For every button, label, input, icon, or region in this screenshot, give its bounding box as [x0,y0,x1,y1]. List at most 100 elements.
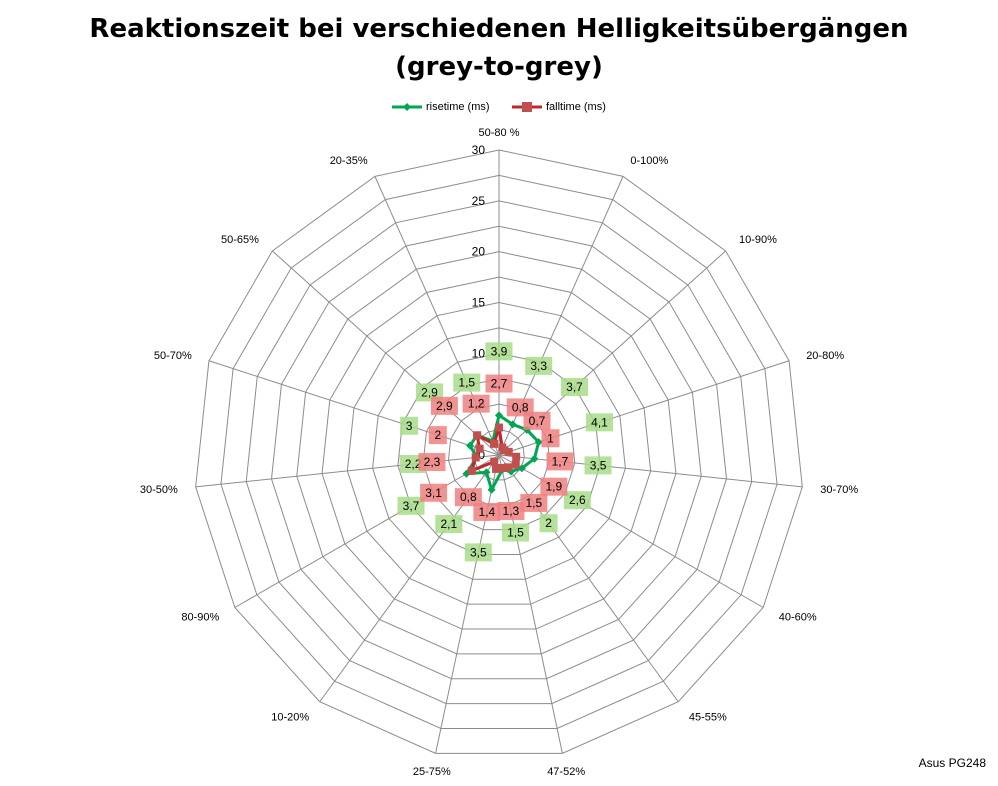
data-label-bg-risetime [501,523,529,542]
data-point-falltime [511,460,520,469]
data-point-falltime [504,447,513,456]
tick-label: 20 [472,245,486,259]
chart-title-line1: Reaktionszeit bei verschiedenen Helligke… [89,14,909,44]
grid-ring [321,276,677,630]
data-point-falltime [475,444,484,453]
tick-label: 15 [472,296,486,310]
data-label-falltime: 2,7 [491,377,508,391]
tick-label: 30 [472,143,486,157]
category-label: 50-65% [221,234,259,246]
data-label-bg-falltime [454,488,482,507]
category-label: 50-80 % [479,127,520,139]
category-label: 20-80% [806,350,844,362]
legend-label-falltime: falltime (ms) [546,101,606,113]
data-label-bg-falltime [540,477,568,496]
tick-label: 25 [472,194,486,208]
grid-spoke [272,250,500,456]
data-point-falltime [490,439,499,448]
legend-item-falltime: falltime (ms) [512,100,606,114]
legend-swatch-falltime [512,102,542,112]
data-label-falltime: 0,8 [512,400,529,414]
data-point-falltime [503,463,512,472]
data-point-falltime [473,431,482,440]
tick-label: 10 [472,346,486,360]
data-label-bg-falltime [428,426,447,445]
legend: risetime (ms) falltime (ms) [0,100,998,118]
data-label-bg-falltime [485,374,513,393]
data-label-risetime: 3,7 [403,499,420,513]
data-label-bg-risetime [525,356,553,375]
data-point-falltime [490,457,499,466]
data-label-bg-risetime [539,514,558,533]
grid-ring [296,251,702,655]
legend-swatch-risetime [392,103,422,111]
data-label-falltime: 2 [434,428,441,442]
grid-ring [397,352,601,555]
grid-spoke [195,454,500,488]
data-label-risetime: 4,1 [591,415,608,429]
grid-ring [422,378,576,531]
data-point-falltime [497,463,506,472]
data-point-risetime [534,438,543,447]
data-label-falltime: 1,7 [552,454,569,468]
data-point-falltime [471,453,480,462]
data-label-falltime: 1,9 [545,480,562,494]
data-label-bg-falltime [546,452,574,471]
data-label-bg-falltime [420,483,448,502]
data-label-falltime: 2,3 [424,455,441,469]
category-label: 50-70% [154,350,192,362]
category-label: 45-55% [689,711,727,723]
data-label-risetime: 2,2 [405,457,422,471]
data-label-risetime: 3,9 [491,344,508,358]
data-label-risetime: 3,5 [590,458,607,472]
data-label-bg-risetime [453,373,481,392]
data-label-bg-risetime [584,456,612,475]
grid-ring [245,200,753,705]
category-label: 20-35% [330,155,368,167]
data-label-risetime: 3 [406,419,413,433]
data-label-risetime: 3,3 [530,359,547,373]
data-label-bg-risetime [435,515,463,534]
data-point-risetime [495,411,503,420]
chart-title-line2: (grey-to-grey) [395,52,603,82]
category-label: 40-60% [779,612,817,624]
data-label-bg-risetime [464,543,492,562]
data-label-risetime: 2,9 [421,385,438,399]
data-point-falltime [512,452,521,461]
data-label-bg-falltime [430,396,458,415]
grid-spoke [498,454,764,608]
data-point-risetime [487,485,496,494]
category-label: 30-50% [140,484,178,496]
data-label-risetime: 2 [545,516,552,530]
data-label-falltime: 1,5 [525,496,542,510]
data-point-risetime [530,454,539,463]
data-label-falltime: 3,1 [425,486,442,500]
grid-ring [195,149,803,754]
grid-ring [372,327,626,580]
category-label: 10-20% [271,711,309,723]
data-label-falltime: 1,4 [479,505,496,519]
data-label-bg-falltime [520,493,548,512]
data-label-bg-risetime [485,342,513,361]
data-label-bg-falltime [523,411,551,430]
data-label-falltime: 0,7 [529,414,546,428]
category-label: 30-70% [820,484,858,496]
data-label-falltime: 1,3 [503,504,520,518]
data-label-bg-risetime [586,413,614,432]
grid-ring [220,174,778,729]
data-point-risetime [482,468,491,477]
data-label-falltime: 0,8 [460,490,477,504]
footer-model-label: Asus PG248 [918,756,986,770]
data-label-bg-risetime [563,491,591,510]
data-label-risetime: 3,5 [470,545,487,559]
series-line-risetime [464,413,541,492]
data-point-falltime [500,446,509,455]
grid-ring [346,301,652,605]
chart-title: Reaktionszeit bei verschiedenen Helligke… [0,10,998,86]
data-label-risetime: 1,5 [458,376,475,390]
data-point-falltime [495,423,503,432]
data-label-bg-risetime [397,496,425,515]
data-label-risetime: 2,6 [569,493,586,507]
category-label: 80-90% [181,612,219,624]
